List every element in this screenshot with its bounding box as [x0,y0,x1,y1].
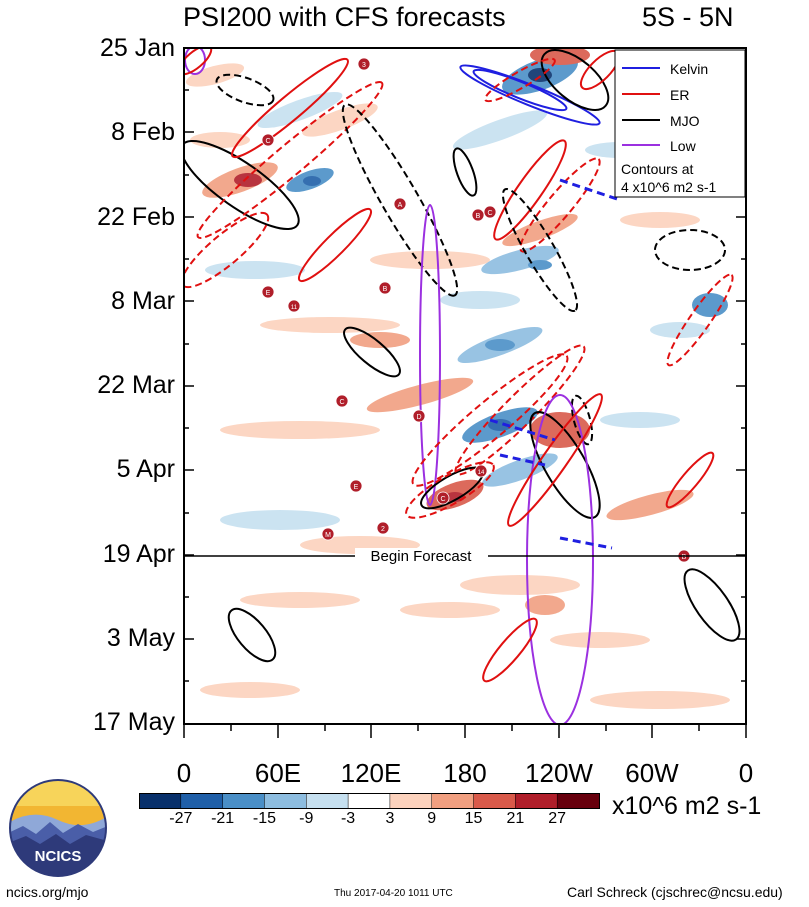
legend-low: Low [670,138,697,154]
storm-marker: 2 [376,521,390,535]
storm-marker: C [261,133,275,147]
storm-marker-label: 3 [362,62,366,69]
storm-marker-label: E [266,290,271,297]
colorbar-cell [347,793,391,809]
storm-marker: M [321,527,335,541]
colorbar-label: -3 [340,810,356,827]
logo-text: NCICS [35,848,82,865]
storm-marker-label: B [476,213,481,220]
storm-marker: A [393,197,407,211]
storm-marker-label: B [682,554,687,561]
ncics-logo: NCICS [9,779,107,877]
x-tick-label: 0 [176,758,192,788]
storm-marker-label: A [398,202,403,209]
storm-marker: 14 [474,464,488,478]
hovmoller-plot: 3 C A B E 11 B C D E C 14 2 M C B Begin … [183,47,747,738]
chart-title: PSI200 with CFS forecasts [183,2,506,32]
storm-marker: C [436,491,450,505]
y-tick-label: 22 Feb [97,203,175,231]
storm-marker-label: C [339,399,344,406]
x-ticks [183,724,747,738]
storm-marker-label: M [325,532,331,539]
storm-marker: 11 [287,299,301,313]
storm-marker-label: 11 [291,305,298,311]
colorbar-cell [139,793,182,809]
x-tick-label: 60E [254,758,302,788]
storm-marker: B [471,208,485,222]
colorbar-label: -9 [299,810,314,827]
storm-marker: B [378,281,392,295]
y-tick-label: 22 Mar [97,371,175,399]
storm-marker: C [335,394,349,408]
x-tick-label: 180 [443,758,487,788]
y-tick-label: 8 Feb [111,118,175,146]
y-tick-label: 19 Apr [102,540,175,568]
y-tick-label: 25 Jan [99,34,175,62]
storm-marker-label: B [383,286,388,293]
colorbar-units: x10^6 m2 s-1 [612,792,762,820]
storm-marker: 3 [357,57,371,71]
storm-marker-label: C [265,138,270,145]
colorbar-label: 27 [548,810,567,827]
colorbar-label: -15 [252,810,277,827]
colorbar-cell [556,793,600,809]
colorbar-label: 3 [385,810,395,827]
storm-marker-label: D [416,414,421,421]
storm-marker-label: E [354,484,359,491]
forecast-label: Begin Forecast [371,548,473,565]
storm-marker-layer: 3 C A B E 11 B C D E C 14 2 M C B [261,57,691,563]
storm-marker-label: C [487,210,492,217]
legend-note-line2: 4 x10^6 m2 s-1 [621,179,716,195]
legend-note-line1: Contours at [621,161,693,177]
legend-er: ER [670,87,689,103]
storm-marker-label: 2 [381,526,385,533]
storm-marker: C [483,205,497,219]
storm-marker: D [412,409,426,423]
legend-mjo: MJO [670,113,700,129]
x-tick-label: 60W [625,758,679,788]
colorbar-cell [389,793,433,809]
region-label: 5S - 5N [642,2,734,32]
colorbar-cell [180,793,224,809]
colorbar-label: 9 [427,810,437,827]
x-tick-label: 0 [738,758,754,788]
footer-site: ncics.org/mjo [6,884,89,900]
colorbar-label: 15 [464,810,483,827]
colorbar-cell [515,793,558,809]
colorbar-cell [222,793,266,809]
colorbar-label: -27 [169,810,193,827]
y-tick-label: 17 May [93,708,175,736]
footer-timestamp: Thu 2017-04-20 1011 UTC [334,888,453,899]
colorbar-cell [473,793,516,809]
y-tick-label: 8 Mar [111,287,175,315]
y-tick-label: 3 May [106,624,175,652]
storm-marker-label: 14 [478,470,485,476]
colorbar-cell [431,793,475,809]
colorbar [139,793,600,809]
colorbar-label: 21 [506,810,525,827]
storm-marker: E [349,479,363,493]
storm-marker-label: C [440,496,445,503]
y-tick-label: 5 Apr [116,455,175,483]
legend-kelvin: Kelvin [670,61,708,77]
x-tick-label: 120E [340,758,402,788]
forecast-label-bg [355,548,488,564]
storm-marker: E [261,285,275,299]
colorbar-cell [306,793,349,809]
colorbar-cell [264,793,307,809]
x-tick-label: 120W [525,758,593,788]
footer-author: Carl Schreck (cjschrec@ncsu.edu) [567,884,783,900]
colorbar-label: -21 [211,810,235,827]
legend: Kelvin ER MJO Low Contours at 4 x10^6 m2… [614,49,746,198]
